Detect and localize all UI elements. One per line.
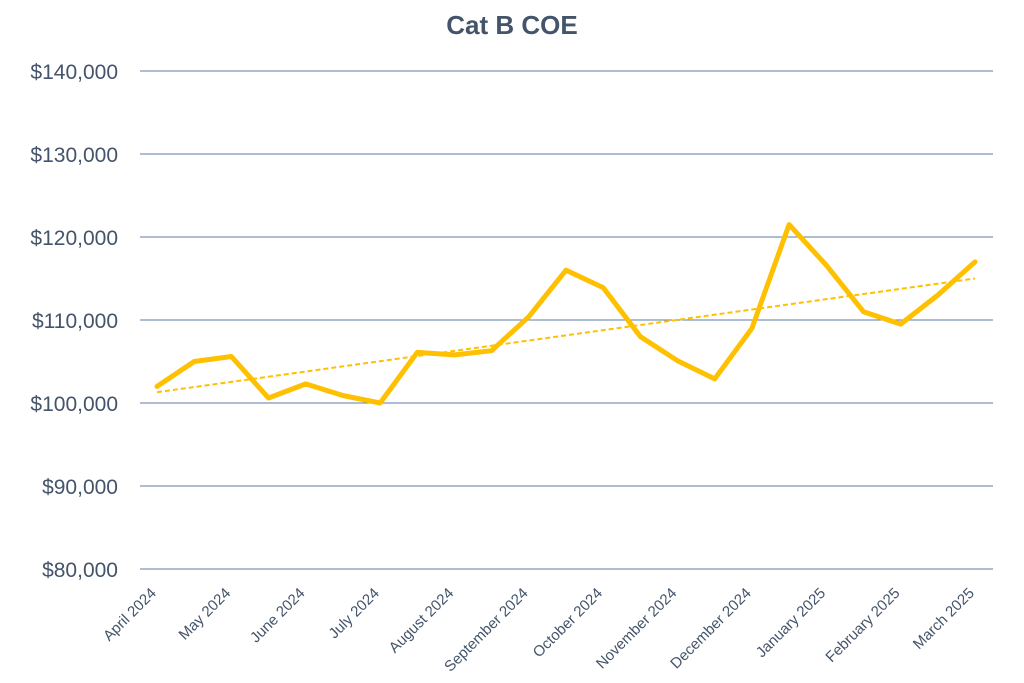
y-tick-label: $90,000 — [42, 476, 118, 499]
x-tick-label: October 2024 — [530, 585, 606, 661]
y-tick-label: $120,000 — [30, 227, 118, 250]
y-tick-label: $140,000 — [30, 61, 118, 84]
y-axis-tick-labels: $80,000 $90,000 $100,000 $110,000 $120,000 $1… — [30, 61, 118, 582]
x-tick-label: December 2024 — [667, 585, 754, 672]
trendline — [156, 277, 976, 394]
series-layer — [154, 222, 978, 406]
x-axis-tick-labels: April 2024 May 2024 June 2024 July 2024 Augu… — [100, 585, 978, 675]
series-line — [154, 222, 978, 406]
x-tick-label: May 2024 — [176, 585, 235, 644]
y-tick-label: $80,000 — [42, 559, 118, 582]
x-tick-label: July 2024 — [325, 585, 382, 642]
chart-title: Cat B COE — [446, 10, 578, 40]
x-tick-label: August 2024 — [386, 585, 458, 657]
y-tick-label: $110,000 — [32, 310, 118, 333]
x-tick-label: June 2024 — [247, 585, 309, 647]
x-tick-label: January 2025 — [753, 585, 829, 661]
y-tick-label: $100,000 — [30, 393, 118, 416]
y-tick-label: $130,000 — [30, 144, 118, 167]
x-tick-label: April 2024 — [100, 585, 160, 645]
grid-lines — [140, 70, 993, 570]
x-tick-label: February 2025 — [822, 585, 903, 666]
x-tick-label: March 2025 — [910, 585, 978, 653]
trendline-layer — [156, 277, 976, 394]
